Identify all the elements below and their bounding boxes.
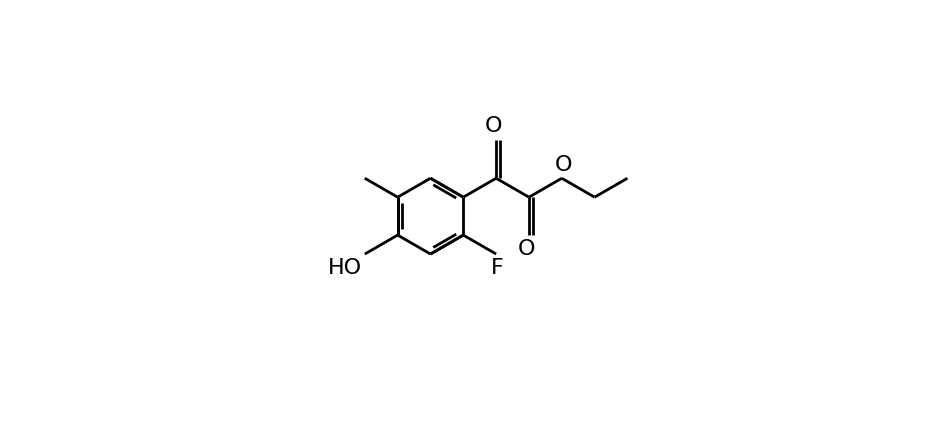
Text: O: O — [554, 155, 572, 175]
Text: O: O — [518, 239, 536, 259]
Text: F: F — [491, 258, 504, 278]
Text: O: O — [485, 116, 503, 137]
Text: HO: HO — [328, 258, 362, 278]
